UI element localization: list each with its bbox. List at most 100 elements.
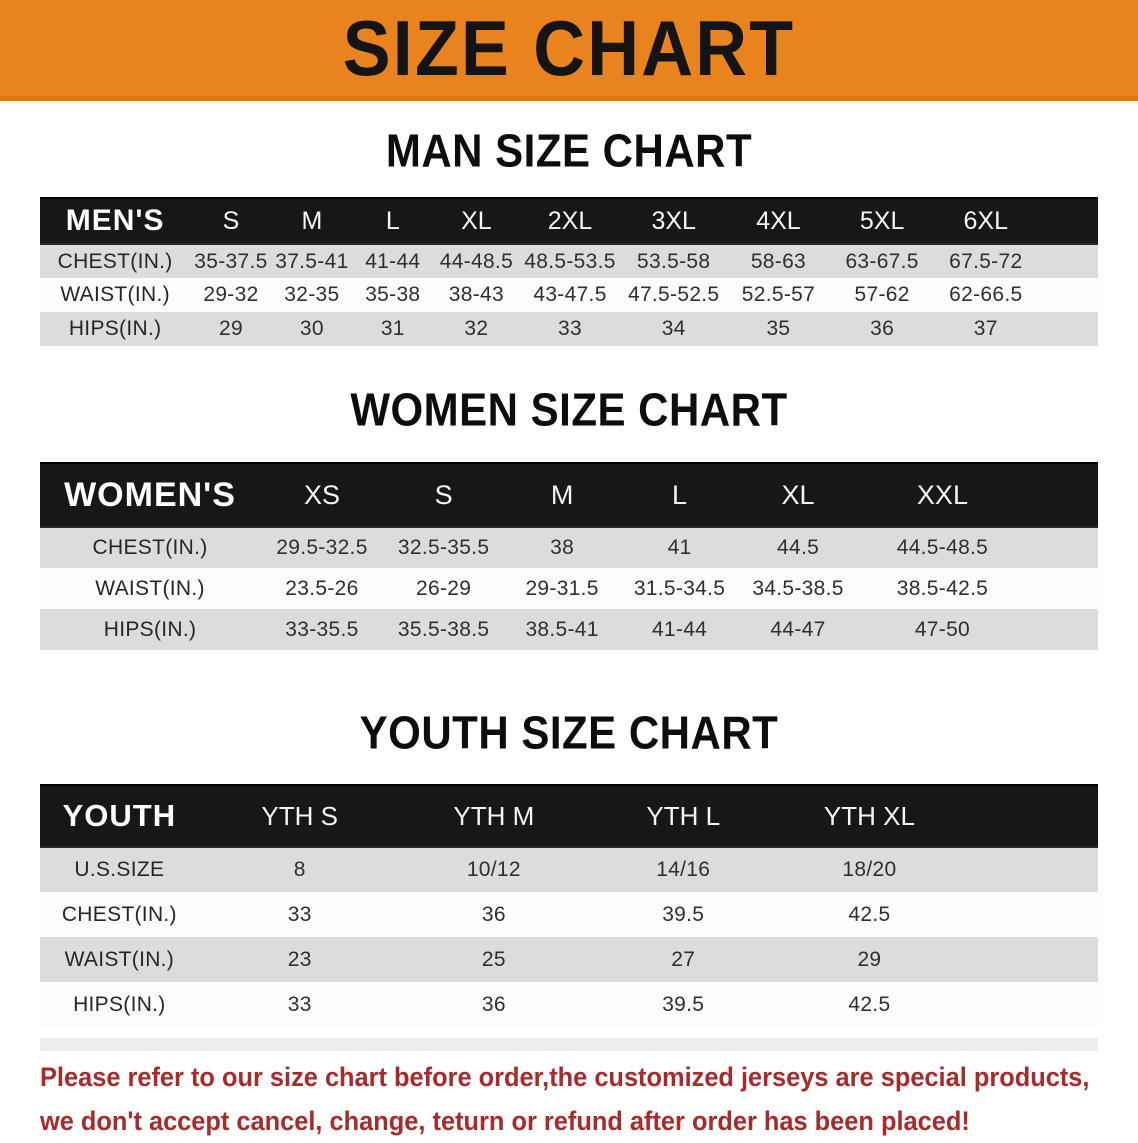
value-cell: 30 bbox=[299, 317, 324, 340]
measure-label-cell: CHEST(IN.) bbox=[61, 902, 177, 926]
women-section-heading-text: WOMEN SIZE CHART bbox=[350, 383, 788, 436]
men-header-row: MEN'S S M L XL 2XL 3XL 4XL 5XL 6XL bbox=[40, 197, 1098, 245]
spacer-cell bbox=[959, 982, 1098, 1027]
value-cell: 23 bbox=[287, 947, 312, 971]
size-col-header: 2XL bbox=[519, 197, 621, 245]
value-cell: 23.5-26 bbox=[285, 576, 359, 600]
spacer-cell bbox=[959, 892, 1098, 937]
value-cell: 33-35.5 bbox=[285, 617, 359, 641]
women-size-table: WOMEN'S XS S M L XL XXL CHEST(IN.) 29.5-… bbox=[40, 462, 1098, 650]
size-col-header: YTH S bbox=[198, 784, 401, 848]
value-cell: 35-38 bbox=[365, 283, 421, 306]
table-row: CHEST(IN.) 29.5-32.5 32.5-35.5 38 41 44.… bbox=[40, 527, 1098, 568]
spacer-cell bbox=[959, 847, 1098, 892]
youth-size-table: YOUTH YTH S YTH M YTH L YTH XL U.S.SIZE … bbox=[40, 784, 1098, 1027]
value-cell: 37 bbox=[973, 317, 998, 340]
table-row: HIPS(IN.) 29 30 31 32 33 34 35 36 37 bbox=[40, 312, 1098, 346]
size-col-header: M bbox=[271, 197, 353, 245]
value-cell: 32-35 bbox=[284, 283, 340, 306]
spacer-cell bbox=[959, 784, 1098, 848]
size-col-header: L bbox=[620, 462, 739, 528]
value-cell: 29.5-32.5 bbox=[276, 536, 368, 559]
size-col-header: XS bbox=[260, 462, 384, 528]
value-cell: 43-47.5 bbox=[533, 283, 607, 306]
spacer-cell bbox=[1037, 197, 1098, 245]
value-cell: 31 bbox=[380, 317, 405, 340]
value-cell: 33 bbox=[558, 317, 582, 340]
value-cell: 38 bbox=[550, 536, 575, 559]
men-size-table: MEN'S S M L XL 2XL 3XL 4XL 5XL 6XL CHEST… bbox=[40, 197, 1098, 346]
value-cell: 31.5-34.5 bbox=[633, 576, 726, 600]
table-row: U.S.SIZE 8 10/12 14/16 18/20 bbox=[40, 847, 1098, 892]
youth-section-heading-text: YOUTH SIZE CHART bbox=[359, 706, 779, 759]
size-col-header: S bbox=[190, 197, 272, 245]
value-cell: 44-48.5 bbox=[439, 249, 514, 273]
value-cell: 47-50 bbox=[914, 617, 971, 641]
size-col-header: M bbox=[503, 462, 621, 528]
value-cell: 35-37.5 bbox=[194, 249, 268, 273]
spacer-cell bbox=[1027, 462, 1098, 528]
value-cell: 29 bbox=[218, 317, 243, 340]
value-cell: 62-66.5 bbox=[949, 283, 1023, 306]
value-cell: 8 bbox=[293, 858, 306, 881]
women-header-row: WOMEN'S XS S M L XL XXL bbox=[40, 462, 1098, 528]
value-cell: 41-44 bbox=[365, 249, 421, 273]
table-row: HIPS(IN.) 33-35.5 35.5-38.5 38.5-41 41-4… bbox=[40, 609, 1098, 650]
spacer-cell bbox=[1038, 278, 1098, 312]
value-cell: 34 bbox=[661, 317, 686, 340]
women-corner-label: WOMEN'S bbox=[40, 462, 261, 528]
youth-header-row: YOUTH YTH S YTH M YTH L YTH XL bbox=[40, 784, 1098, 848]
size-col-header: XL bbox=[738, 462, 858, 528]
value-cell: 32.5-35.5 bbox=[397, 536, 490, 559]
value-cell: 42.5 bbox=[848, 992, 891, 1016]
spacer-cell bbox=[1038, 244, 1098, 278]
value-cell: 32 bbox=[464, 317, 489, 340]
size-col-header: YTH XL bbox=[779, 784, 960, 848]
spacer-cell bbox=[1027, 568, 1098, 609]
value-cell: 41 bbox=[667, 536, 692, 559]
page-title: SIZE CHART bbox=[342, 4, 796, 92]
value-cell: 39.5 bbox=[662, 902, 705, 926]
table-row: WAIST(IN.) 23 25 27 29 bbox=[40, 937, 1098, 982]
disclaimer-line-1: Please refer to our size chart before or… bbox=[40, 1062, 1090, 1092]
size-col-header: 4XL bbox=[726, 197, 831, 245]
disclaimer-text: Please refer to our size chart before or… bbox=[40, 1055, 1138, 1143]
measure-label-cell: CHEST(IN.) bbox=[57, 249, 173, 273]
value-cell: 53.5-58 bbox=[637, 249, 711, 273]
value-cell: 26-29 bbox=[416, 576, 472, 600]
measure-label-cell: WAIST(IN.) bbox=[95, 576, 205, 600]
measure-label-cell: U.S.SIZE bbox=[74, 858, 165, 881]
spacer-cell bbox=[959, 937, 1098, 982]
value-cell: 35 bbox=[766, 317, 791, 340]
value-cell: 58-63 bbox=[750, 249, 807, 273]
measure-label-cell: HIPS(IN.) bbox=[68, 317, 162, 340]
measure-label-cell: HIPS(IN.) bbox=[103, 617, 197, 641]
spacer-cell bbox=[1027, 527, 1098, 568]
table-row: WAIST(IN.) 29-32 32-35 35-38 38-43 43-47… bbox=[40, 278, 1098, 312]
men-section-heading-text: MAN SIZE CHART bbox=[385, 124, 753, 177]
size-col-header: YTH L bbox=[586, 784, 780, 848]
size-col-header: XXL bbox=[857, 462, 1028, 528]
value-cell: 37.5-41 bbox=[275, 249, 349, 273]
value-cell: 42.5 bbox=[848, 902, 891, 926]
youth-section-heading: YOUTH SIZE CHART bbox=[0, 706, 1138, 759]
value-cell: 18/20 bbox=[842, 858, 897, 881]
value-cell: 63-67.5 bbox=[845, 249, 919, 273]
table-row: CHEST(IN.) 35-37.5 37.5-41 41-44 44-48.5… bbox=[40, 244, 1098, 278]
size-col-header: 6XL bbox=[933, 197, 1038, 245]
value-cell: 36 bbox=[481, 902, 506, 926]
disclaimer-line-2: we don't accept cancel, change, teturn o… bbox=[40, 1106, 970, 1136]
value-cell: 33 bbox=[287, 992, 312, 1016]
value-cell: 29-31.5 bbox=[525, 576, 599, 600]
men-corner-label: MEN'S bbox=[40, 197, 191, 245]
youth-corner-label: YOUTH bbox=[40, 784, 199, 848]
spacer-cell bbox=[1027, 609, 1098, 650]
value-cell: 44.5 bbox=[777, 536, 820, 559]
size-col-header: 3XL bbox=[620, 197, 727, 245]
value-cell: 67.5-72 bbox=[949, 249, 1023, 273]
measure-label-cell: WAIST(IN.) bbox=[60, 283, 170, 306]
value-cell: 38.5-42.5 bbox=[896, 576, 989, 600]
value-cell: 38-43 bbox=[448, 283, 504, 306]
size-col-header: L bbox=[352, 197, 434, 245]
size-chart-banner: SIZE CHART bbox=[0, 0, 1138, 101]
